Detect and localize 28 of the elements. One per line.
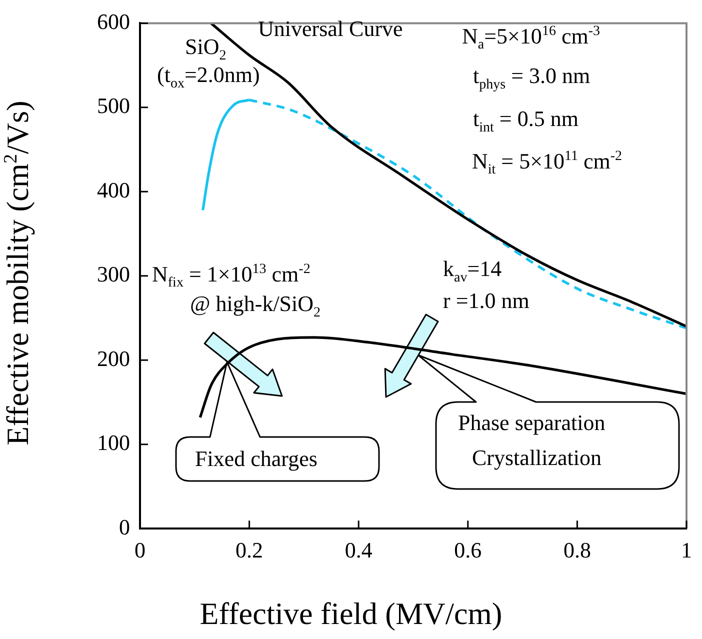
- x-tick-label: 0: [134, 538, 146, 563]
- annotation: t$_{phys}$ = 3.0 nm: [473, 63, 590, 92]
- y-tick-label: 0: [119, 514, 130, 540]
- x-tick-label: 1: [681, 538, 692, 563]
- y-tick-label: 400: [97, 177, 130, 202]
- x-tick-label: 0.4: [344, 538, 372, 563]
- x-axis-title: Effective field (MV/cm): [198, 596, 504, 632]
- annotation: SiO$_{2}$: [185, 34, 226, 64]
- x-tick-label: 0.6: [454, 538, 482, 563]
- annotation: t$_{int}$ = 0.5 nm: [473, 106, 578, 136]
- y-tick-label: 500: [97, 93, 130, 118]
- annotation: Fixed charges: [195, 446, 318, 471]
- annotation: Universal Curve: [258, 16, 403, 41]
- annotation: @ high-k/SiO$_{2}$: [190, 291, 321, 320]
- y-tick-label: 200: [97, 346, 130, 371]
- annotation: k$_{av}$=14: [443, 256, 502, 286]
- annotation: N$_{it}$ = 5×10$^{11}$ cm$^{-2}$: [472, 148, 622, 178]
- y-tick-label: 300: [97, 262, 130, 287]
- x-tick-label: 0.2: [236, 538, 264, 563]
- annotation: r =1.0 nm: [443, 288, 530, 313]
- annotation: N$_{fix}$ = 1×10$^{13}$ cm$^{-2}$: [152, 261, 310, 291]
- x-tick-label: 0.8: [563, 538, 591, 563]
- y-tick-label: 100: [97, 430, 130, 456]
- annotation: Phase separation: [458, 410, 606, 435]
- annotation: (t$_{ox}$=2.0nm): [157, 62, 260, 92]
- y-tick-label: 600: [97, 8, 130, 34]
- annotation: Crystallization: [472, 445, 602, 470]
- annotation: N$_{a}$=5×10$^{16}$ cm$^{-3}$: [462, 23, 600, 53]
